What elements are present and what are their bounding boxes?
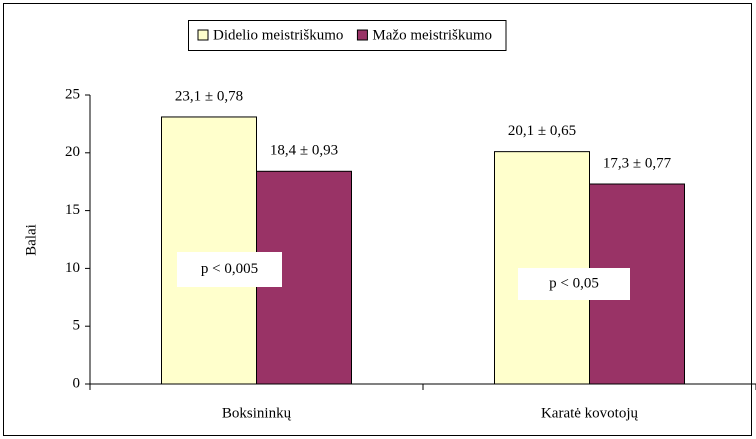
- value-label: 17,3 ± 0,77: [603, 155, 672, 171]
- y-tick-label: 0: [73, 375, 81, 391]
- y-axis-label: Balai: [23, 224, 39, 256]
- annotation: p < 0,005: [201, 261, 258, 277]
- value-label: 20,1 ± 0,65: [508, 123, 576, 139]
- annotation-box: [177, 252, 282, 287]
- annotation-box: [518, 268, 630, 300]
- x-tick-label: Karatė kovotojų: [541, 405, 639, 421]
- x-tick-label: Boksininkų: [222, 405, 292, 421]
- legend-swatch: [197, 29, 209, 41]
- annotation: p < 0,05: [549, 275, 599, 291]
- bar: [161, 116, 257, 385]
- legend-label: Mažo meistriškumo: [372, 27, 492, 43]
- y-tick-label: 25: [65, 86, 80, 102]
- legend-swatch: [356, 29, 368, 41]
- y-tick-label: 20: [65, 144, 80, 160]
- value-label: 18,4 ± 0,93: [270, 143, 338, 159]
- y-tick-label: 5: [73, 318, 81, 334]
- y-tick-label: 10: [65, 260, 80, 276]
- legend-label: Didelio meistriškumo: [213, 27, 343, 43]
- legend-box: [188, 20, 507, 51]
- y-tick-label: 15: [65, 202, 80, 218]
- bar: [494, 151, 590, 385]
- value-label: 23,1 ± 0,78: [175, 88, 243, 104]
